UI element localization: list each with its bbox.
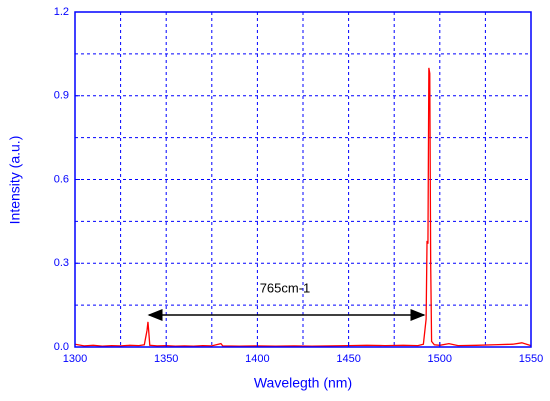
y-tick-label: 0.0 — [54, 341, 69, 353]
y-tick-label: 1.2 — [54, 6, 69, 18]
y-tick-label: 0.3 — [54, 257, 69, 269]
x-tick-label: 1400 — [245, 353, 269, 365]
y-tick-label: 0.6 — [54, 173, 69, 185]
y-tick-label: 0.9 — [54, 90, 69, 102]
data-line — [74, 67, 532, 347]
annotation: 765cm-1 — [260, 280, 311, 295]
x-tick-label: 1550 — [519, 353, 543, 365]
x-tick-label: 1500 — [428, 353, 452, 365]
x-tick-label: 1350 — [154, 353, 178, 365]
x-tick-label: 1450 — [336, 353, 360, 365]
y-axis-label: Intensity (a.u.) — [7, 136, 23, 225]
x-tick-label: 1300 — [63, 353, 87, 365]
x-axis-label: Wavelegth (nm) — [254, 375, 352, 391]
